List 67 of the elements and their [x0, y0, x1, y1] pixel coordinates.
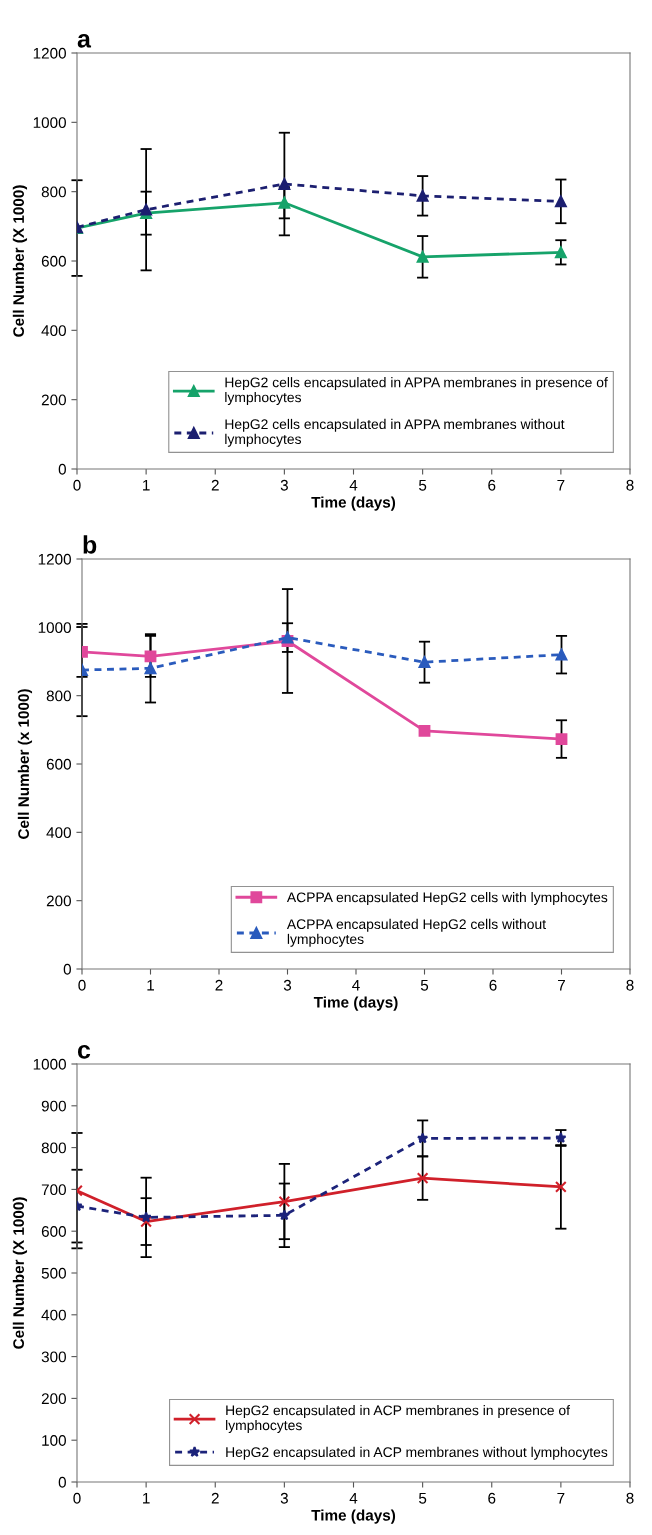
x-tick-label: 2	[211, 479, 219, 491]
x-tick-label: 7	[557, 1492, 565, 1504]
y-tick-label: 200	[41, 1393, 66, 1405]
legend-label: HepG2 encapsulated in ACP membranes without lymphocytes	[226, 1446, 608, 1460]
y-tick-label: 1000	[33, 117, 66, 129]
x-tick-label: 3	[280, 1492, 288, 1504]
legend-label: HepG2 encapsulated in ACP membranes in presence of lymphocytes	[226, 1405, 571, 1433]
y-tick-label: 1000	[33, 1058, 66, 1070]
x-tick-label: 4	[352, 979, 360, 991]
x-tick-label: 0	[78, 979, 86, 991]
y-tick-label: 600	[41, 255, 66, 267]
x-tick-label: 6	[488, 479, 496, 491]
legend-label: ACPPA encapsulated HepG2 cells with lymphocytes	[286, 892, 608, 905]
x-axis-title: Time (days)	[311, 1509, 396, 1524]
x-tick-label: 4	[349, 479, 358, 491]
y-tick-label: 100	[42, 1435, 66, 1446]
legend-label: HepG2 cells encapsulated in APPA membranes in presence of lymphocytes	[225, 377, 608, 405]
x-tick-label: 8	[626, 479, 634, 491]
y-tick-label: 400	[46, 827, 71, 839]
y-tick-label: 400	[41, 1309, 66, 1321]
y-tick-label: 600	[41, 1226, 66, 1237]
y-tick-label: 800	[46, 690, 71, 702]
y-tick-label: 900	[41, 1100, 66, 1112]
x-tick-label: 7	[557, 479, 565, 491]
y-tick-label: 0	[58, 1476, 66, 1488]
x-tick-label: 8	[626, 979, 634, 991]
y-tick-label: 1200	[33, 47, 66, 59]
x-axis-title: Time (days)	[311, 496, 396, 511]
x-tick-label: 4	[349, 1492, 358, 1504]
x-tick-label: 6	[488, 1492, 496, 1504]
x-tick-label: 1	[147, 979, 154, 991]
x-tick-label: 7	[558, 979, 565, 991]
x-tick-label: 2	[215, 979, 223, 991]
y-tick-label: 0	[63, 963, 71, 975]
y-tick-label: 800	[41, 1142, 66, 1154]
x-tick-label: 0	[73, 479, 81, 491]
x-tick-label: 0	[73, 1492, 81, 1504]
x-tick-label: 5	[420, 979, 429, 991]
x-tick-label: 8	[626, 1492, 634, 1504]
y-tick-label: 400	[41, 325, 66, 337]
chart-title: c	[77, 1044, 91, 1059]
x-tick-label: 1	[143, 1492, 150, 1504]
y-tick-label: 300	[41, 1351, 66, 1363]
legend-label: HepG2 cells encapsulated in APPA membranes without lymphocytes	[225, 418, 565, 447]
x-axis-title: Time (days)	[313, 996, 398, 1011]
y-tick-label: 1200	[38, 553, 71, 565]
y-axis-title: Cell Number (x 1000)	[17, 689, 33, 839]
y-axis-title: Cell Number (X 1000)	[12, 1197, 28, 1349]
y-tick-label: 800	[41, 186, 66, 198]
x-tick-label: 3	[280, 479, 288, 491]
y-tick-label: 600	[46, 758, 71, 770]
chart-title: a	[77, 33, 92, 48]
chart-title: b	[83, 535, 97, 554]
y-tick-label: 1000	[38, 622, 71, 634]
x-tick-label: 6	[489, 979, 497, 991]
y-tick-label: 0	[58, 463, 66, 475]
y-tick-label: 200	[41, 394, 66, 406]
x-tick-label: 1	[143, 479, 150, 491]
x-tick-label: 5	[418, 1492, 427, 1504]
legend-label: ACPPA encapsulated HepG2 cells without lymphocytes	[286, 918, 546, 947]
y-tick-label: 200	[46, 895, 71, 907]
y-axis-title: Cell Number (X 1000)	[12, 185, 28, 337]
x-tick-label: 5	[418, 479, 427, 491]
y-tick-label: 700	[41, 1184, 66, 1196]
y-tick-label: 500	[41, 1267, 66, 1279]
x-tick-label: 3	[283, 979, 292, 991]
x-tick-label: 2	[211, 1492, 219, 1504]
